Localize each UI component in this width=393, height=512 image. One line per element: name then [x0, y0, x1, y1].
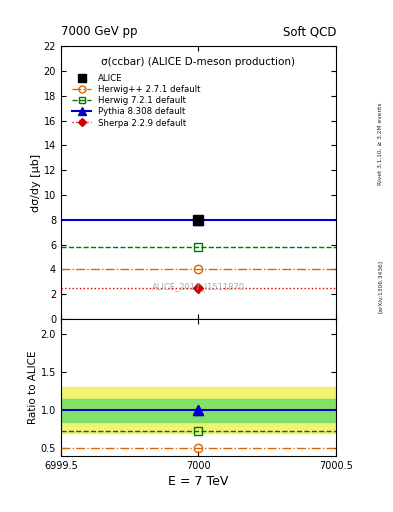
Text: 7000 GeV pp: 7000 GeV pp [61, 26, 138, 38]
Text: Rivet 3.1.10, ≥ 3.2M events: Rivet 3.1.10, ≥ 3.2M events [378, 102, 383, 185]
Text: ALICE_2017_I1511870: ALICE_2017_I1511870 [152, 282, 245, 291]
Text: Soft QCD: Soft QCD [283, 26, 336, 38]
Bar [61, 388, 336, 433]
Text: σ(ccbar) (ALICE D-meson production): σ(ccbar) (ALICE D-meson production) [101, 57, 296, 67]
Bar [61, 399, 336, 421]
Text: [arXiv:1306.3436]: [arXiv:1306.3436] [378, 260, 383, 313]
Y-axis label: Ratio to ALICE: Ratio to ALICE [28, 351, 38, 424]
Legend: ALICE, Herwig++ 2.7.1 default, Herwig 7.2.1 default, Pythia 8.308 default, Sherp: ALICE, Herwig++ 2.7.1 default, Herwig 7.… [71, 72, 202, 130]
Y-axis label: dσ/dy [μb]: dσ/dy [μb] [31, 154, 41, 211]
X-axis label: E = 7 TeV: E = 7 TeV [168, 475, 229, 488]
